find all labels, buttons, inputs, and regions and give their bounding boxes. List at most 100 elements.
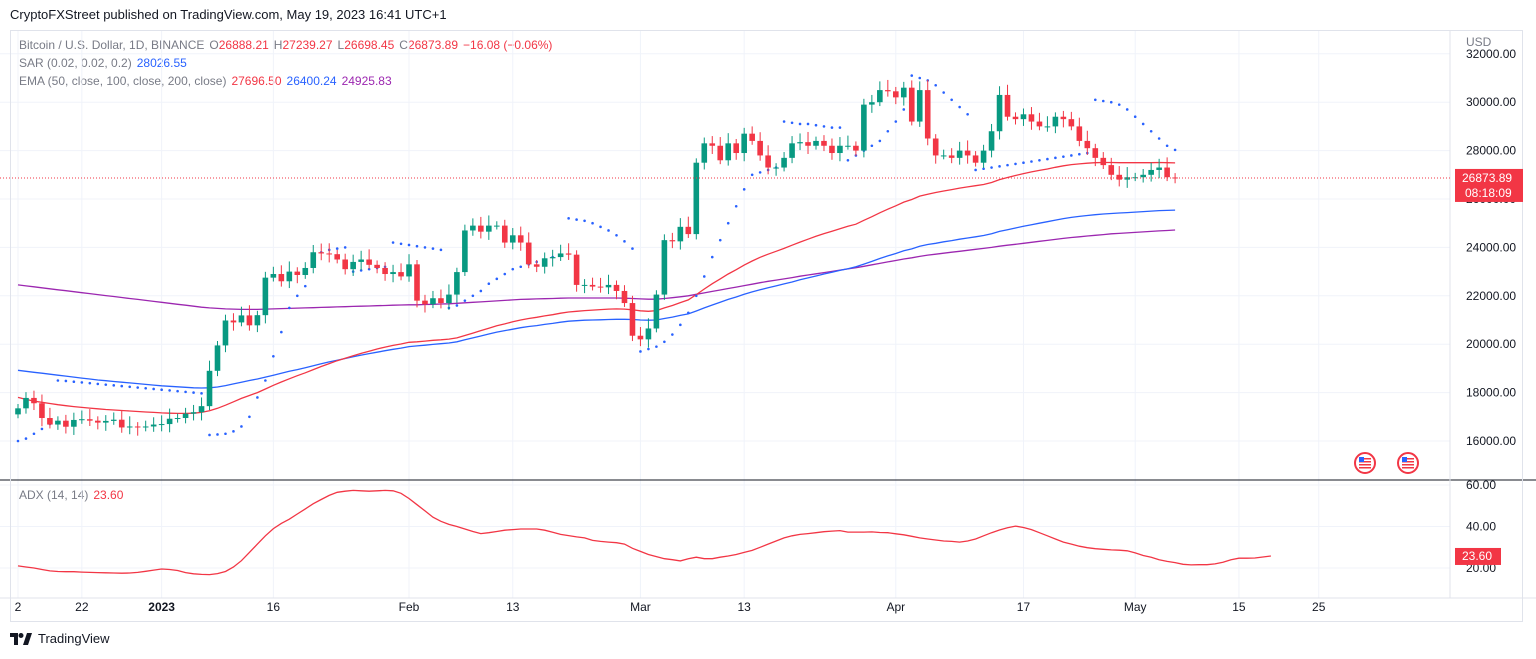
candle-body <box>446 294 452 304</box>
ema-label: EMA (50, close, 100, close, 200, close) <box>19 74 227 88</box>
time-tick-label: May <box>1124 600 1147 614</box>
price-tick-label: 16000.00 <box>1466 434 1516 448</box>
chart-canvas[interactable]: 16000.00 18000.00 20000.00 22000.00 24000.00… <box>0 0 1536 625</box>
sar-dot <box>1101 99 1105 103</box>
sar-dot <box>232 430 235 433</box>
time-tick-label: 22 <box>75 600 89 614</box>
candle-body <box>1124 177 1131 180</box>
price-tick-label: 22000.00 <box>1466 289 1516 303</box>
candle-body <box>246 315 253 326</box>
us-event-flag-icon[interactable] <box>1397 452 1419 474</box>
sar-dot <box>1030 160 1033 163</box>
candle-body <box>1076 126 1083 141</box>
sar-dot <box>1133 115 1137 119</box>
sar-dot <box>1070 154 1073 157</box>
candle-body <box>1020 114 1027 120</box>
candle-body <box>725 143 732 161</box>
candle-body <box>31 397 37 404</box>
sar-dot <box>1062 155 1065 158</box>
candle-body <box>980 150 987 163</box>
adx-line <box>17 489 1271 576</box>
sar-dot <box>679 323 682 327</box>
sar-dot <box>487 282 491 286</box>
sar-dot <box>639 350 642 353</box>
sar-dot <box>1117 103 1121 106</box>
sar-dot <box>519 265 523 269</box>
time-tick-label: Mar <box>630 600 651 614</box>
candle-body <box>374 264 380 268</box>
candle-body <box>517 235 524 243</box>
sar-dot <box>399 242 403 246</box>
symbol-label: Bitcoin / U.S. Dollar, 1D, BINANCE <box>19 38 205 52</box>
sar-dot <box>479 289 483 293</box>
sar-dot <box>1078 152 1081 156</box>
ohlc-close: C26873.89 <box>399 38 459 52</box>
candle-body <box>126 426 133 428</box>
candle-body <box>230 320 237 323</box>
sar-dot <box>902 108 906 111</box>
candle-body <box>39 403 45 419</box>
candle-body <box>342 259 348 270</box>
sar-dot <box>415 244 419 248</box>
candle-body <box>262 277 269 316</box>
sar-label: SAR (0.02, 0.02, 0.2) <box>19 56 132 70</box>
candle-body <box>749 133 755 141</box>
sar-dot <box>702 275 706 278</box>
candle-body <box>1012 116 1019 120</box>
flag-stripe <box>1359 464 1371 466</box>
sar-dot <box>742 188 746 191</box>
sar-dot <box>184 390 187 394</box>
candle-body <box>932 138 939 156</box>
sar-dot <box>407 243 411 247</box>
ema50-value: 27696.50 <box>231 74 282 88</box>
time-tick-label: 25 <box>1312 600 1326 614</box>
sar-dot <box>750 173 754 177</box>
ema200-line <box>17 229 1176 311</box>
sar-dot <box>439 248 443 252</box>
sar-dot <box>583 219 586 223</box>
candle-body <box>382 267 388 275</box>
sar-dot <box>567 217 570 220</box>
candle-body <box>1108 165 1115 175</box>
candle-body <box>885 90 891 92</box>
candle-body <box>709 143 716 146</box>
candle-body <box>765 155 771 168</box>
candle-body <box>1172 177 1178 179</box>
candle-body <box>71 419 77 427</box>
candle-body <box>110 419 117 421</box>
ohlc-low: L26698.45 <box>337 38 395 52</box>
ohlc-high: H27239.27 <box>273 38 333 52</box>
sar-dot <box>1141 122 1145 126</box>
candle-body <box>23 397 29 409</box>
sar-dot <box>710 255 714 259</box>
us-event-flag-icon[interactable] <box>1354 452 1376 474</box>
candle-body <box>470 225 476 231</box>
candle-body <box>206 370 213 407</box>
candle-body <box>589 284 596 287</box>
candle-body <box>454 272 460 295</box>
sar-dot <box>280 330 283 334</box>
sar-dot <box>367 267 371 271</box>
sar-dot <box>974 168 977 172</box>
sar-dot <box>104 383 108 386</box>
candle-body <box>549 257 556 259</box>
sar-dot <box>16 439 20 443</box>
sar-dot <box>1125 108 1129 111</box>
sar-dot <box>431 247 435 250</box>
sar-dot <box>216 433 219 436</box>
sar-dot <box>1094 98 1097 102</box>
sar-dot <box>830 126 834 129</box>
candle-body <box>1132 177 1138 179</box>
sar-dot <box>391 241 395 244</box>
candle-body <box>366 259 372 265</box>
legend-adx: ADX (14, 14) 23.60 <box>19 488 128 502</box>
price-axis-currency: USD <box>1466 35 1492 49</box>
candle-body <box>693 162 700 235</box>
candle-body <box>509 235 516 243</box>
adx-value: 23.60 <box>93 488 124 502</box>
footer: TradingView <box>10 631 110 646</box>
candle-body <box>541 258 548 267</box>
sar-dot <box>144 386 147 390</box>
candle-body <box>781 157 787 168</box>
sar-dot <box>176 389 179 393</box>
